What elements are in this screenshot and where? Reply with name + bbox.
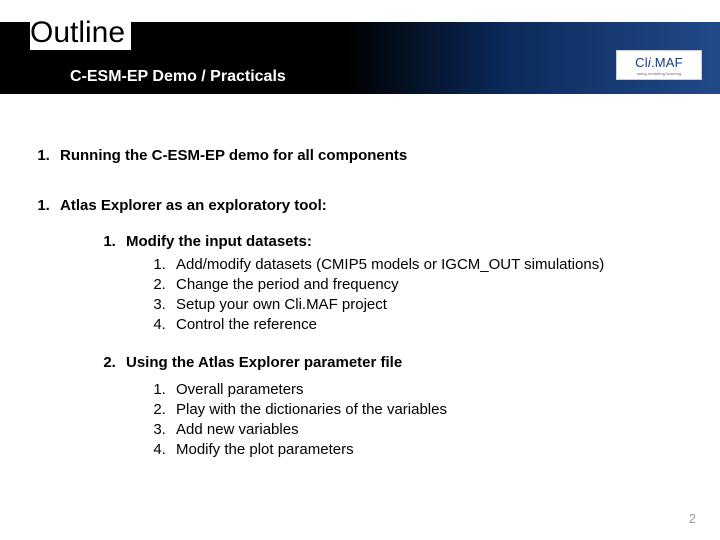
list-text: Using the Atlas Explorer parameter file [126, 354, 402, 371]
list-item: Add/modify datasets (CMIP5 models or IGC… [170, 255, 690, 275]
logo: Cli.MAF using modeling learning [616, 50, 702, 80]
list-item: Using the Atlas Explorer parameter file … [120, 353, 690, 460]
list-text: Running the C-ESM-EP demo for all compon… [60, 147, 407, 164]
header-band: Outline C-ESM-EP Demo / Practicals Cli.M… [0, 22, 720, 94]
content-region: Running the C-ESM-EP demo for all compon… [32, 146, 690, 490]
list-text: Overall parameters [176, 381, 304, 398]
outline-list: Atlas Explorer as an exploratory tool: M… [32, 196, 690, 460]
subsub-list: Overall parameters Play with the diction… [146, 380, 690, 459]
page-title: Outline [30, 16, 131, 50]
list-item: Modify the input datasets: Add/modify da… [120, 232, 690, 335]
list-text: Add new variables [176, 421, 299, 438]
page-subtitle: C-ESM-EP Demo / Practicals [70, 68, 286, 86]
list-item: Play with the dictionaries of the variab… [170, 400, 690, 420]
page-number: 2 [689, 511, 696, 526]
list-item: Running the C-ESM-EP demo for all compon… [54, 146, 690, 166]
list-item: Change the period and frequency [170, 275, 690, 295]
logo-text: Cli.MAF [635, 55, 683, 70]
list-text: Modify the plot parameters [176, 441, 354, 458]
list-text: Play with the dictionaries of the variab… [176, 401, 447, 418]
list-item: Control the reference [170, 315, 690, 335]
list-text: Setup your own Cli.MAF project [176, 296, 387, 313]
list-text: Atlas Explorer as an exploratory tool: [60, 197, 327, 214]
list-text: Add/modify datasets (CMIP5 models or IGC… [176, 256, 604, 273]
list-text: Change the period and frequency [176, 276, 399, 293]
list-item: Atlas Explorer as an exploratory tool: M… [54, 196, 690, 460]
subsub-list: Add/modify datasets (CMIP5 models or IGC… [146, 255, 690, 334]
list-text: Modify the input datasets: [126, 233, 312, 250]
outline-list: Running the C-ESM-EP demo for all compon… [32, 146, 690, 166]
sub-list: Modify the input datasets: Add/modify da… [98, 232, 690, 460]
list-text: Control the reference [176, 316, 317, 333]
list-item: Overall parameters [170, 380, 690, 400]
list-item: Setup your own Cli.MAF project [170, 295, 690, 315]
slide: Outline C-ESM-EP Demo / Practicals Cli.M… [0, 0, 720, 540]
list-item: Add new variables [170, 420, 690, 440]
logo-tagline: using modeling learning [637, 71, 682, 76]
list-item: Modify the plot parameters [170, 440, 690, 460]
